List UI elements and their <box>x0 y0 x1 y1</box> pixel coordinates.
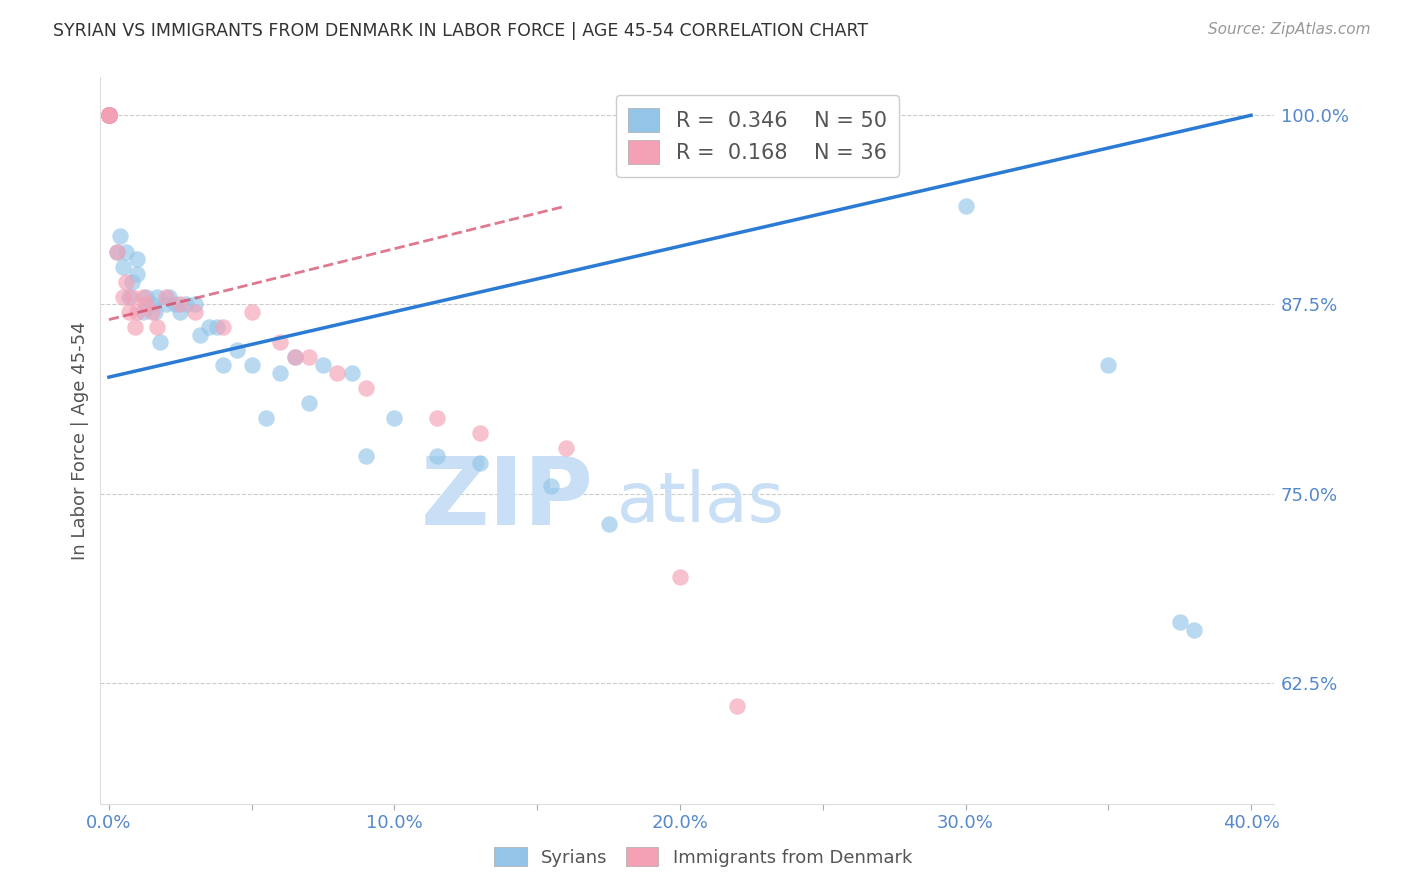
Point <box>112 260 135 274</box>
Point <box>146 320 169 334</box>
Point <box>115 244 138 259</box>
Point <box>1182 623 1205 637</box>
Point <box>110 229 132 244</box>
Point <box>97 108 120 122</box>
Point <box>97 108 120 122</box>
Point <box>155 290 177 304</box>
Point <box>127 252 149 266</box>
Point <box>540 479 562 493</box>
Point <box>212 320 235 334</box>
Point <box>97 108 120 122</box>
Point <box>188 327 211 342</box>
Point <box>97 108 120 122</box>
Point <box>240 358 263 372</box>
Point <box>127 267 149 281</box>
Legend: Syrians, Immigrants from Denmark: Syrians, Immigrants from Denmark <box>486 840 920 874</box>
Point <box>163 297 186 311</box>
Point <box>240 305 263 319</box>
Point <box>669 570 692 584</box>
Point <box>283 351 305 365</box>
Point <box>97 108 120 122</box>
Point <box>135 290 157 304</box>
Point <box>426 449 449 463</box>
Point <box>97 108 120 122</box>
Point <box>955 199 977 213</box>
Point <box>207 320 229 334</box>
Point <box>183 305 205 319</box>
Point <box>97 108 120 122</box>
Point <box>326 366 349 380</box>
Point <box>97 108 120 122</box>
Point <box>97 108 120 122</box>
Point <box>124 320 146 334</box>
Point <box>97 108 120 122</box>
Point <box>118 305 141 319</box>
Point <box>169 297 191 311</box>
Point <box>212 358 235 372</box>
Point <box>598 516 620 531</box>
Point <box>226 343 249 357</box>
Point <box>269 335 291 350</box>
Point <box>169 305 191 319</box>
Point <box>312 358 335 372</box>
Point <box>107 244 129 259</box>
Point <box>97 108 120 122</box>
Y-axis label: In Labor Force | Age 45-54: In Labor Force | Age 45-54 <box>72 321 89 560</box>
Point <box>132 290 155 304</box>
Point <box>141 297 163 311</box>
Text: SYRIAN VS IMMIGRANTS FROM DENMARK IN LABOR FORCE | AGE 45-54 CORRELATION CHART: SYRIAN VS IMMIGRANTS FROM DENMARK IN LAB… <box>53 22 869 40</box>
Point <box>384 411 406 425</box>
Point <box>141 305 163 319</box>
Point <box>1097 358 1119 372</box>
Legend: R =  0.346    N = 50, R =  0.168    N = 36: R = 0.346 N = 50, R = 0.168 N = 36 <box>616 95 900 177</box>
Point <box>107 244 129 259</box>
Point <box>340 366 363 380</box>
Point <box>157 290 180 304</box>
Text: ZIP: ZIP <box>420 453 593 545</box>
Point <box>298 351 321 365</box>
Point <box>183 297 205 311</box>
Point <box>254 411 277 425</box>
Point <box>143 305 166 319</box>
Point <box>354 381 377 395</box>
Point <box>174 297 197 311</box>
Point <box>283 351 305 365</box>
Point <box>146 290 169 304</box>
Point <box>132 305 155 319</box>
Point <box>97 108 120 122</box>
Point <box>121 290 143 304</box>
Text: atlas: atlas <box>617 469 785 536</box>
Point <box>468 457 491 471</box>
Point <box>115 275 138 289</box>
Point <box>97 108 120 122</box>
Point <box>554 442 576 456</box>
Point <box>135 297 157 311</box>
Point <box>354 449 377 463</box>
Point <box>198 320 221 334</box>
Point <box>97 108 120 122</box>
Point <box>1168 615 1191 630</box>
Point <box>97 108 120 122</box>
Point <box>112 290 135 304</box>
Point <box>269 366 291 380</box>
Point <box>155 297 177 311</box>
Point <box>97 108 120 122</box>
Point <box>121 275 143 289</box>
Point <box>127 305 149 319</box>
Point <box>97 108 120 122</box>
Point <box>725 698 748 713</box>
Point <box>118 290 141 304</box>
Text: Source: ZipAtlas.com: Source: ZipAtlas.com <box>1208 22 1371 37</box>
Point <box>426 411 449 425</box>
Point <box>298 396 321 410</box>
Point <box>468 426 491 441</box>
Point <box>149 335 172 350</box>
Point <box>97 108 120 122</box>
